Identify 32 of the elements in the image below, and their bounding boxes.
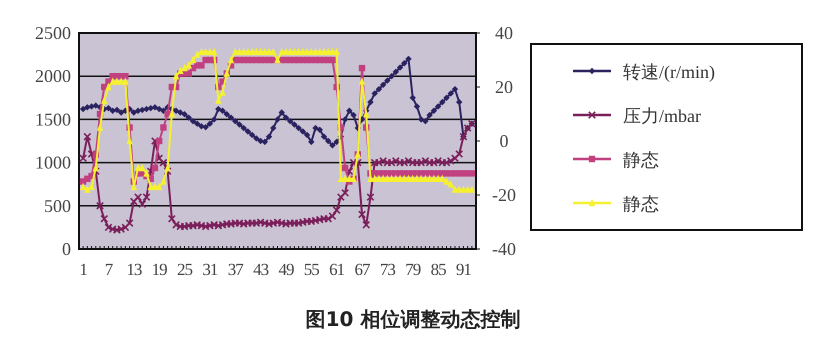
y-tick-label: 1500 [35, 109, 71, 130]
x-tick-label: 37 [228, 260, 244, 279]
legend-label: 转速/(r/min) [623, 62, 715, 82]
x-tick-label: 61 [329, 260, 345, 279]
x-tick-label: 19 [152, 260, 168, 279]
y2-tick-label: -20 [492, 185, 516, 205]
legend-label: 压力/mbar [623, 106, 701, 126]
text: 图10 相位调整动态控制 [306, 307, 520, 331]
x-tick-label: 1 [79, 260, 88, 279]
x-tick-label: 43 [253, 260, 269, 279]
x-tick-label: 67 [354, 260, 372, 279]
y2-tick-label: 0 [500, 131, 508, 151]
x-tick-label: 7 [104, 260, 114, 279]
y-tick-label: 1000 [35, 152, 71, 173]
y-tick-label: 2500 [35, 23, 71, 43]
legend-label: 静态 [623, 194, 659, 214]
y-tick-label: 500 [44, 196, 71, 216]
x-tick-label: 49 [278, 260, 294, 279]
x-tick-label: 85 [430, 260, 446, 279]
x-tick-label: 31 [202, 260, 218, 279]
legend-label: 静态 [623, 150, 659, 170]
y-tick-label: 0 [62, 239, 71, 259]
x-tick-label: 73 [380, 260, 396, 279]
x-tick-label: 91 [456, 260, 472, 279]
x-tick-label: 55 [304, 260, 320, 279]
y2-tick-label: 20 [495, 77, 513, 97]
x-tick-label: 13 [126, 260, 142, 279]
y2-tick-label: 40 [495, 23, 513, 43]
x-tick-label: 79 [405, 260, 421, 279]
x-tick-label: 25 [177, 260, 193, 279]
y2-tick-label: -40 [492, 239, 516, 259]
y-tick-label: 2000 [35, 66, 71, 86]
